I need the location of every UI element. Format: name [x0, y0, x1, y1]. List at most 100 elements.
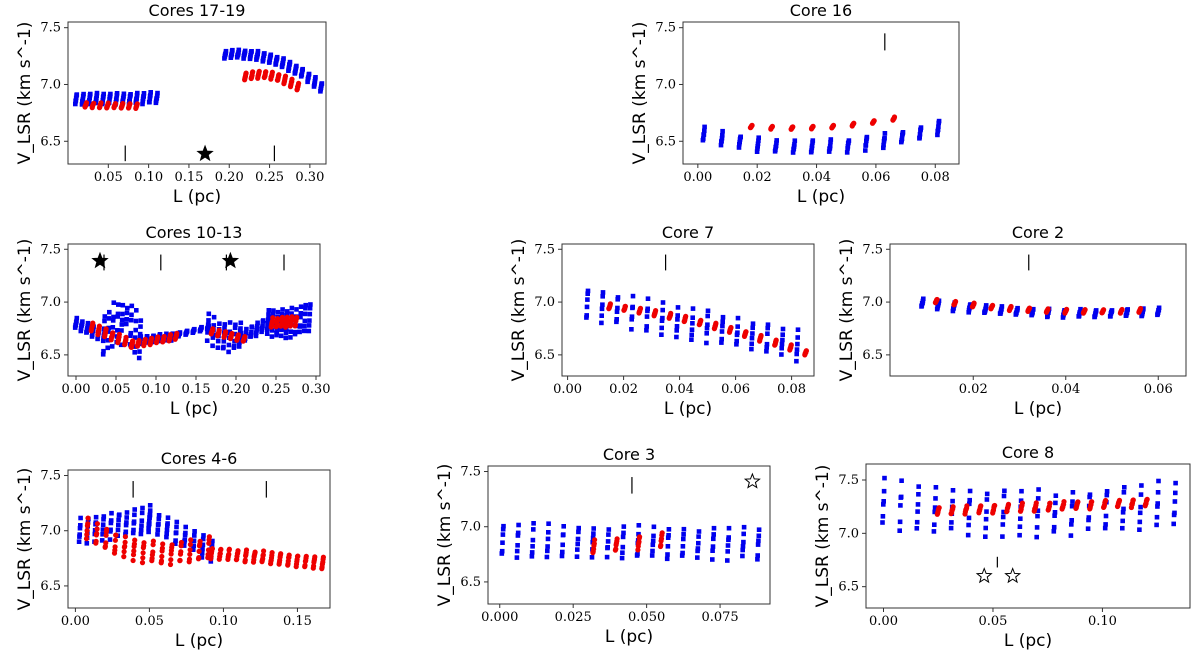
data-point-blue [124, 310, 130, 316]
data-point-blue [983, 516, 989, 522]
data-point-blue [967, 488, 973, 494]
data-point-blue [711, 536, 716, 542]
data-point-blue [140, 505, 145, 511]
data-point-blue [863, 142, 869, 148]
data-point-blue [192, 529, 197, 534]
data-point-blue [301, 328, 307, 334]
data-point-blue [1108, 313, 1113, 319]
data-point-blue [155, 532, 160, 537]
x-axis-label: L (pc) [605, 627, 653, 647]
data-point-blue [774, 138, 779, 143]
data-point-blue [660, 315, 665, 321]
y-axis-label: V_LSR (km s^-1) [813, 465, 833, 608]
x-tick-label: 0.06 [721, 382, 750, 397]
data-point-red [1061, 499, 1067, 505]
x-tick-label: 0.06 [861, 170, 890, 185]
data-point-red [85, 521, 91, 527]
plot-frame [865, 463, 1191, 609]
data-point-blue [726, 525, 732, 531]
panel-title: Core 3 [603, 445, 655, 464]
data-point-red [1138, 305, 1144, 312]
data-point-blue [749, 335, 755, 341]
data-point-red [659, 530, 665, 536]
data-point-blue [690, 306, 696, 311]
data-point-blue [206, 311, 212, 317]
x-tick-label: 0.025 [555, 610, 592, 625]
data-point-blue [718, 142, 724, 148]
data-point-red [116, 331, 122, 337]
data-point-blue [585, 291, 590, 296]
data-point-red [216, 327, 222, 333]
y-tick-label: 7.5 [40, 21, 61, 36]
x-axis-label: L (pc) [1014, 399, 1062, 419]
data-point-blue [1154, 514, 1160, 520]
data-point-blue [620, 544, 626, 550]
data-point-blue [584, 304, 590, 310]
data-point-blue [936, 118, 942, 124]
data-point-blue [115, 527, 121, 533]
data-point-blue [764, 349, 769, 354]
data-point-blue [108, 91, 113, 97]
x-tick-label: 0.00 [61, 614, 90, 629]
data-point-red [130, 338, 136, 344]
data-point-blue [73, 322, 79, 328]
data-point-blue [81, 91, 86, 97]
data-point-blue [78, 326, 84, 331]
data-point-blue [1125, 307, 1130, 312]
data-point-blue [280, 307, 285, 312]
data-point-blue [200, 542, 206, 548]
data-point-blue [209, 542, 215, 547]
series-blue [700, 118, 942, 155]
data-point-red [84, 531, 90, 538]
data-point-red [1144, 496, 1150, 502]
data-point-red [260, 552, 266, 558]
data-point-blue [110, 325, 116, 330]
y-axis-label: V_LSR (km s^-1) [15, 468, 35, 611]
data-point-blue [659, 332, 664, 337]
data-point-blue [704, 325, 710, 331]
data-point-blue [95, 336, 100, 342]
data-point-blue [85, 320, 91, 326]
data-point-blue [222, 322, 228, 327]
data-point-blue [1120, 510, 1126, 515]
data-point-blue [199, 324, 204, 330]
y-tick-label: 7.5 [534, 242, 555, 257]
data-point-blue [936, 124, 941, 129]
data-point-blue [636, 523, 642, 528]
data-point-blue [984, 497, 990, 502]
data-point-blue [210, 538, 215, 544]
data-point-red [622, 303, 629, 309]
data-point-blue [227, 320, 233, 325]
data-point-blue [312, 79, 318, 84]
data-point-blue [173, 530, 179, 535]
data-point-blue [695, 548, 700, 554]
data-point-blue [1154, 522, 1159, 528]
data-point-blue [666, 533, 671, 538]
data-point-blue [659, 318, 665, 323]
data-point-red [668, 310, 674, 316]
data-point-blue [114, 96, 119, 101]
data-point-blue [138, 527, 144, 533]
data-point-red [136, 337, 142, 343]
data-point-blue [237, 338, 243, 343]
data-point-blue [271, 308, 276, 313]
data-point-blue [882, 131, 888, 136]
data-point-blue [779, 352, 784, 357]
x-tick-label: 0.075 [701, 610, 738, 625]
data-point-blue [108, 527, 113, 533]
data-point-red [149, 335, 155, 341]
data-point-blue [101, 91, 106, 97]
data-point-blue [144, 334, 150, 339]
data-point-blue [780, 326, 786, 332]
y-tick-label: 6.5 [534, 348, 555, 363]
data-point-red [683, 313, 689, 319]
data-point-blue [696, 529, 702, 534]
data-point-blue [90, 332, 95, 337]
data-point-blue [306, 74, 311, 80]
data-point-blue [128, 92, 133, 97]
data-point-blue [107, 537, 113, 542]
data-point-blue [660, 300, 666, 305]
panel-1: Cores 17-19 0.05 0.10 0.15 0.20 0.25 0.30 6.5 7.… [15, 1, 327, 207]
data-point-blue [948, 525, 954, 531]
data-layer [584, 288, 810, 364]
